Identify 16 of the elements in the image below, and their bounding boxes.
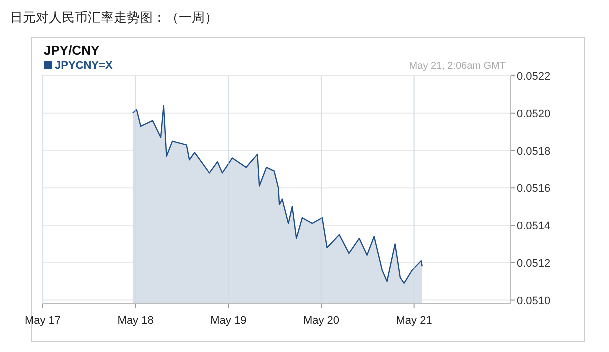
y-tick-label: 0.0522	[517, 71, 551, 83]
text: May 21, 2:06am GMT	[409, 61, 506, 72]
x-tick-label: May 18	[118, 315, 154, 327]
y-tick-label: 0.0520	[517, 108, 551, 120]
x-tick-label: May 17	[24, 315, 62, 327]
y-tick-label: 0.0510	[517, 295, 551, 308]
chart-title: 日元对人民币汇率走势图：（一周）	[10, 10, 218, 25]
y-tick-label: 0.0512	[517, 258, 551, 270]
x-tick-label: May 19	[210, 315, 247, 327]
x-tick-label: May 20	[303, 315, 340, 327]
legend-label: JPYCNY=X	[55, 60, 114, 72]
x-tick-label: May 21	[396, 315, 432, 327]
chart-subtitle: JPY/CNY	[44, 43, 100, 58]
y-tick-label: 0.0516	[517, 183, 551, 196]
y-tick-label: 0.0514	[517, 220, 551, 233]
y-tick-label: 0.0518	[517, 146, 551, 158]
